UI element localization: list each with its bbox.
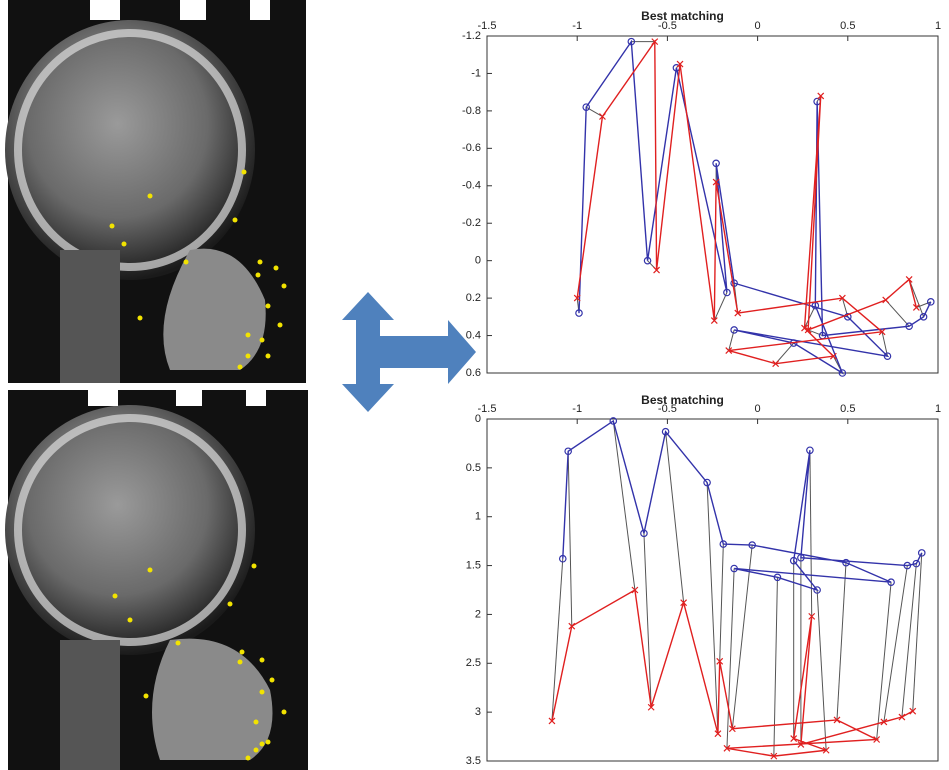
x-tick-label: -1 xyxy=(572,20,582,32)
x-tick-label: 1 xyxy=(935,20,941,32)
page: {"chart_data": [ {"type": "line", "title… xyxy=(0,0,949,770)
y-tick-label: 2.5 xyxy=(466,657,481,669)
xray-bottom xyxy=(5,390,308,770)
y-tick-label: -0.6 xyxy=(462,142,481,154)
x-tick-label: -1 xyxy=(572,403,582,415)
arrow xyxy=(342,292,476,412)
y-tick-label: 3 xyxy=(475,706,481,718)
y-tick-label: -1.2 xyxy=(462,30,481,42)
x-tick-label: 0 xyxy=(755,403,761,415)
chart-title: Best matching xyxy=(641,393,724,407)
y-tick-label: 1 xyxy=(475,511,481,523)
y-tick-label: 0 xyxy=(475,413,481,425)
y-tick-label: 3.5 xyxy=(466,755,481,767)
y-tick-label: -1 xyxy=(471,67,481,79)
x-tick-label: 1 xyxy=(935,403,941,415)
y-tick-label: 0.6 xyxy=(466,367,481,379)
x-tick-label: 0.5 xyxy=(840,20,855,32)
x-tick-label: 0.5 xyxy=(840,403,855,415)
y-tick-label: -0.8 xyxy=(462,105,481,117)
figure: -1.5-1-0.500.51-1.2-1-0.8-0.6-0.4-0.200.… xyxy=(0,0,949,770)
y-tick-label: 1.5 xyxy=(466,559,481,571)
y-tick-label: 0.4 xyxy=(466,329,481,341)
y-tick-label: 0 xyxy=(475,255,481,267)
y-tick-label: 0.2 xyxy=(466,292,481,304)
x-tick-label: 0 xyxy=(755,20,761,32)
y-tick-label: 2 xyxy=(475,608,481,620)
xray-top xyxy=(5,0,306,383)
y-tick-label: 0.5 xyxy=(466,462,481,474)
chart-title: Best matching xyxy=(641,9,724,23)
y-tick-label: -0.2 xyxy=(462,217,481,229)
y-tick-label: -0.4 xyxy=(462,180,481,192)
